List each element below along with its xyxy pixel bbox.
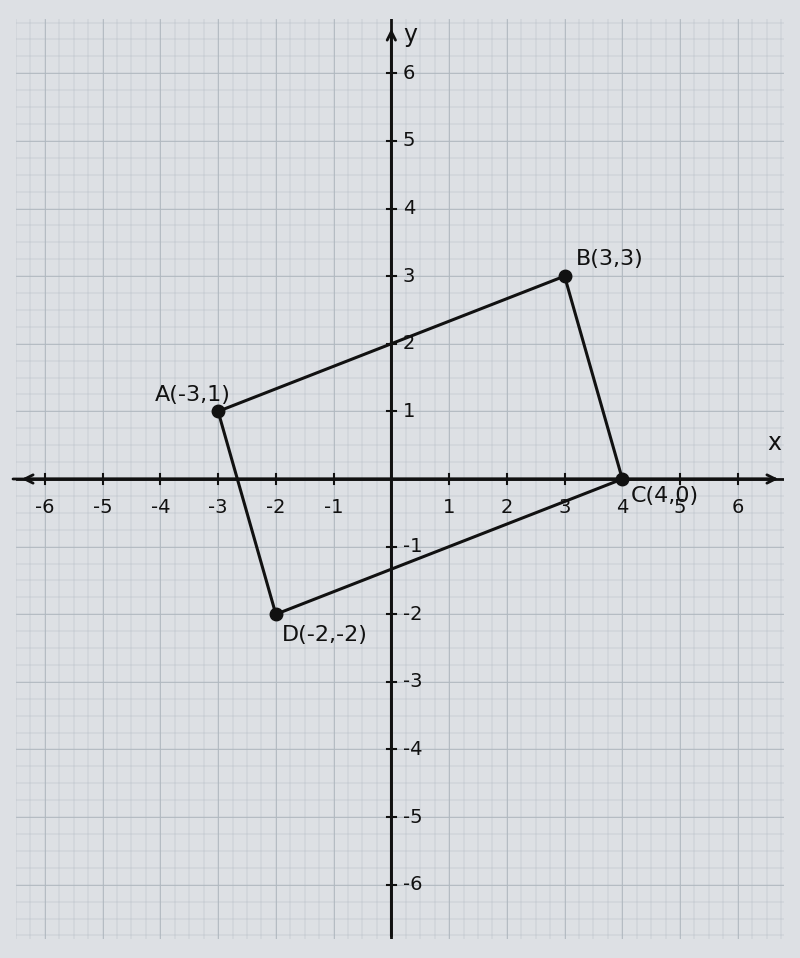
Text: 4: 4 [403,199,415,218]
Text: A(-3,1): A(-3,1) [154,384,230,404]
Text: -2: -2 [403,604,422,624]
Text: B(3,3): B(3,3) [576,249,644,269]
Text: 6: 6 [732,498,744,517]
Text: D(-2,-2): D(-2,-2) [282,625,367,645]
Text: 5: 5 [403,131,415,150]
Text: 6: 6 [403,64,415,82]
Text: 5: 5 [674,498,686,517]
Text: y: y [403,23,417,47]
Text: 2: 2 [403,334,415,354]
Text: 1: 1 [443,498,455,517]
Text: -5: -5 [403,808,422,827]
Text: -1: -1 [403,537,422,557]
Text: -2: -2 [266,498,286,517]
Text: -6: -6 [403,876,422,894]
Text: 3: 3 [403,266,415,285]
Text: -4: -4 [403,740,422,759]
Text: C(4,0): C(4,0) [631,486,699,506]
Text: -6: -6 [35,498,54,517]
Text: -3: -3 [208,498,228,517]
Text: -5: -5 [93,498,113,517]
Text: 2: 2 [501,498,513,517]
Text: 1: 1 [403,401,415,421]
Text: 3: 3 [558,498,570,517]
Text: -3: -3 [403,673,422,692]
Text: -1: -1 [324,498,343,517]
Text: 4: 4 [616,498,629,517]
Text: -4: -4 [150,498,170,517]
Text: x: x [767,431,781,455]
